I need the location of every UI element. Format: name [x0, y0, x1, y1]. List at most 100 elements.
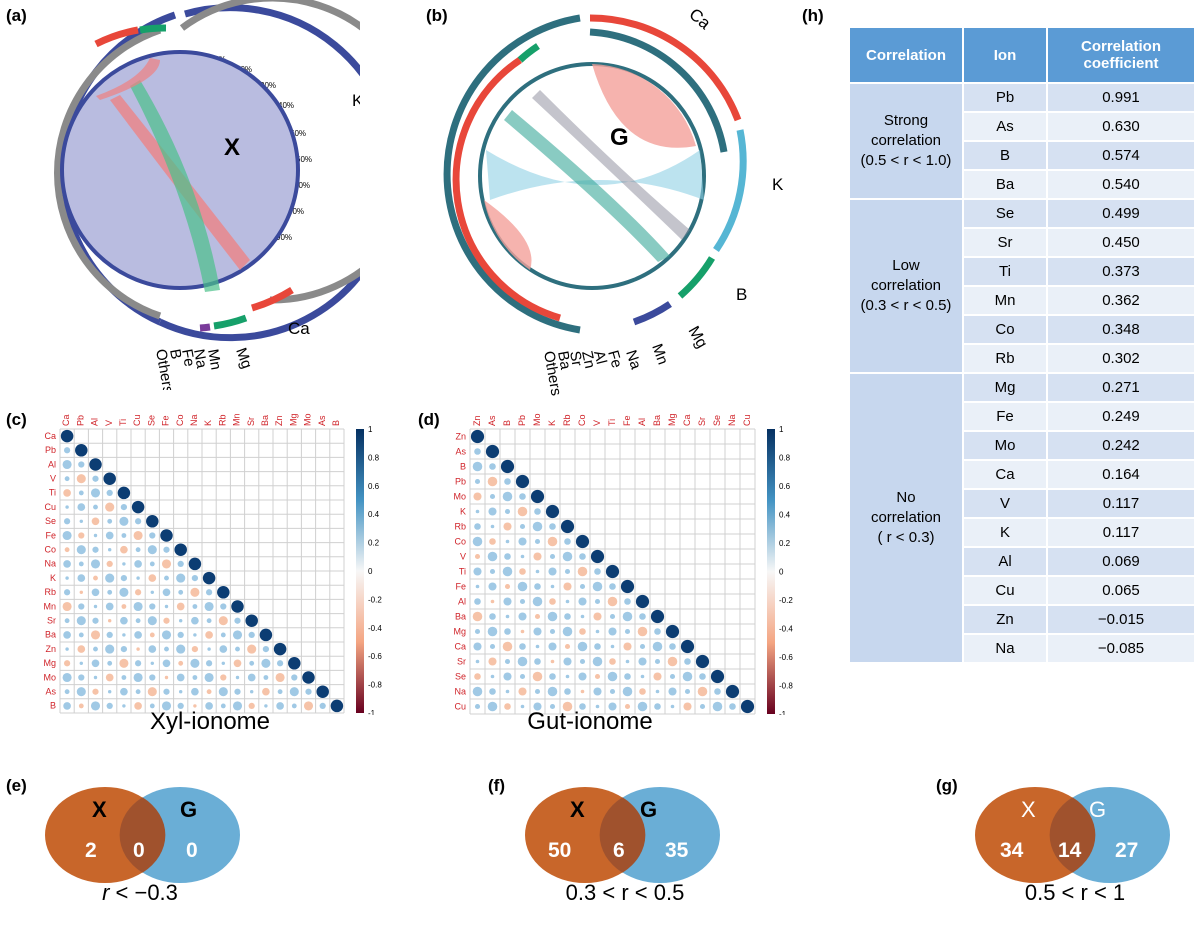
chord-ribbon-mg [130, 80, 220, 292]
correlation-dot [654, 703, 661, 710]
correlation-dot [149, 532, 156, 539]
correlogram-gut: Zn Zn As As B B Pb Pb Mo Mo K K Rb Rb Co Co V V Ti Ti Fe Fe Al… [453, 413, 793, 715]
correlation-dot [90, 701, 101, 711]
correlation-dot [653, 672, 662, 681]
correlation-dot [78, 461, 85, 468]
panel-label-f: (f) [488, 776, 505, 795]
correlation-dot [474, 523, 481, 530]
correlation-dot [504, 658, 511, 665]
correlation-dot [120, 545, 128, 554]
diagonal-dot [485, 444, 500, 459]
table-row: Rb 0.302 [850, 345, 1194, 372]
correlation-dot [120, 687, 128, 696]
correlation-dot [592, 656, 603, 667]
correlation-dot [547, 536, 558, 547]
correlation-dot [291, 703, 297, 709]
colorbar-tick: 0 [368, 567, 373, 576]
correlation-dot [489, 568, 496, 575]
correlation-dot [221, 661, 226, 666]
correlation-dot [594, 643, 601, 650]
correlation-dot [63, 702, 71, 710]
coefficient-cell: 0.540 [1048, 171, 1194, 198]
colorbar-tick: -0.8 [779, 682, 793, 691]
row-label: Mo [43, 672, 56, 682]
correlation-dot [595, 704, 600, 709]
correlation-dot [92, 475, 99, 482]
correlation-dot [136, 647, 140, 651]
correlation-dot [247, 644, 257, 654]
correlation-dot [121, 533, 127, 538]
correlation-dot [163, 617, 170, 624]
venn-range-e-rest: < −0.3 [109, 880, 178, 905]
table-row: No correlation ( r < 0.3) Mg 0.271 [850, 374, 1194, 662]
correlation-dot [191, 687, 199, 696]
correlation-dot [578, 597, 587, 606]
correlation-dot [205, 702, 213, 710]
correlation-dot [504, 553, 511, 560]
diagonal-dot [620, 579, 635, 594]
colorbar-tick: 0.6 [368, 482, 380, 491]
correlation-dot [93, 575, 98, 581]
correlation-dot [134, 660, 142, 667]
ring-tick-40: 40% [278, 101, 294, 110]
ion-label-k: K [772, 175, 784, 194]
venn-label-g: G [180, 797, 197, 822]
ring-segment-ca [250, 287, 294, 312]
colorbar-tick: 1 [368, 425, 373, 434]
correlation-dot [62, 459, 72, 470]
column-label: Ba [260, 415, 270, 426]
ring-inner-right [589, 28, 728, 153]
colorbar-tick: 0.2 [779, 539, 791, 548]
correlation-dot [120, 503, 128, 511]
panel-label-d: (d) [418, 410, 440, 429]
correlation-dot [79, 661, 84, 666]
correlation-dot [121, 675, 127, 680]
coefficient-cell: 0.574 [1048, 142, 1194, 169]
table-row: B 0.574 [850, 142, 1194, 169]
correlation-dot [519, 598, 526, 605]
venn-overlap [1049, 797, 1096, 873]
correlation-dot [532, 596, 543, 607]
correlation-dot [535, 644, 540, 649]
venn-count-x: 2 [85, 839, 97, 862]
correlation-dot [64, 547, 70, 553]
correlation-dot [502, 566, 513, 577]
correlation-dot [518, 537, 527, 546]
correlation-dot [488, 657, 497, 666]
correlation-dot [161, 559, 172, 569]
venn-label-g: G [640, 797, 657, 822]
correlation-dot [107, 689, 112, 694]
correlation-dot [518, 612, 527, 621]
ion-cell: Se [964, 200, 1046, 227]
row-label: V [460, 552, 466, 562]
coefficient-cell: 0.117 [1048, 490, 1194, 517]
correlation-dot [534, 658, 541, 665]
chord-ribbon-ca-k [486, 150, 704, 200]
correlation-dot [562, 626, 573, 637]
row-label: Sr [47, 616, 56, 626]
ring-segment-red-top [94, 26, 139, 48]
correlation-dot [176, 573, 186, 583]
venn-overlap [119, 797, 166, 873]
correlation-dot [595, 629, 600, 634]
row-label: Ca [44, 431, 56, 441]
correlation-dot [119, 516, 129, 526]
correlation-dot [473, 492, 482, 501]
ring-segment-k [713, 129, 747, 252]
correlation-dot [548, 642, 557, 651]
ion-cell: Ba [964, 171, 1046, 198]
correlation-dot [206, 618, 212, 624]
correlation-dot [607, 671, 618, 682]
correlation-dot [107, 618, 112, 623]
column-label: Na [189, 414, 199, 426]
correlation-dot [149, 561, 155, 567]
header-correlation: Correlation [850, 28, 962, 82]
colorbar-tick: -0.4 [779, 625, 793, 634]
row-label: K [460, 507, 466, 517]
diagonal-dot [302, 671, 315, 684]
diagonal-dot [470, 429, 485, 444]
correlation-dot [78, 674, 85, 681]
correlation-dot [134, 518, 142, 525]
correlation-dot [535, 569, 540, 574]
correlation-dot [534, 583, 541, 590]
